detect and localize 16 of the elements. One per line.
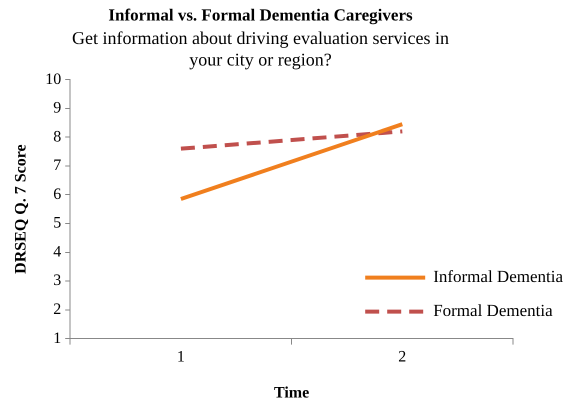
y-tick-label: 8: [53, 128, 62, 146]
chart-subtitle: Get information about driving evaluation services in your city or region?: [72, 28, 449, 70]
x-axis-title: Time: [274, 384, 310, 402]
y-axis-title: DRSEQ Q. 7 Score: [12, 144, 30, 274]
y-tick-label: 4: [53, 243, 62, 260]
legend-label: Formal Dementia: [433, 301, 554, 320]
y-tick-label: 10: [45, 70, 62, 88]
y-tick-label: 1: [53, 330, 62, 347]
chart-title: Informal vs. Formal Dementia Caregivers: [108, 6, 413, 25]
y-tick-label: 3: [53, 272, 62, 290]
y-tick-label: 5: [53, 214, 62, 232]
legend-label: Informal Dementia: [433, 267, 564, 286]
y-tick-label: 6: [53, 186, 62, 203]
y-tick-label: 2: [53, 301, 62, 318]
y-tick-label: 7: [53, 157, 62, 174]
y-tick-label: 9: [53, 100, 62, 117]
